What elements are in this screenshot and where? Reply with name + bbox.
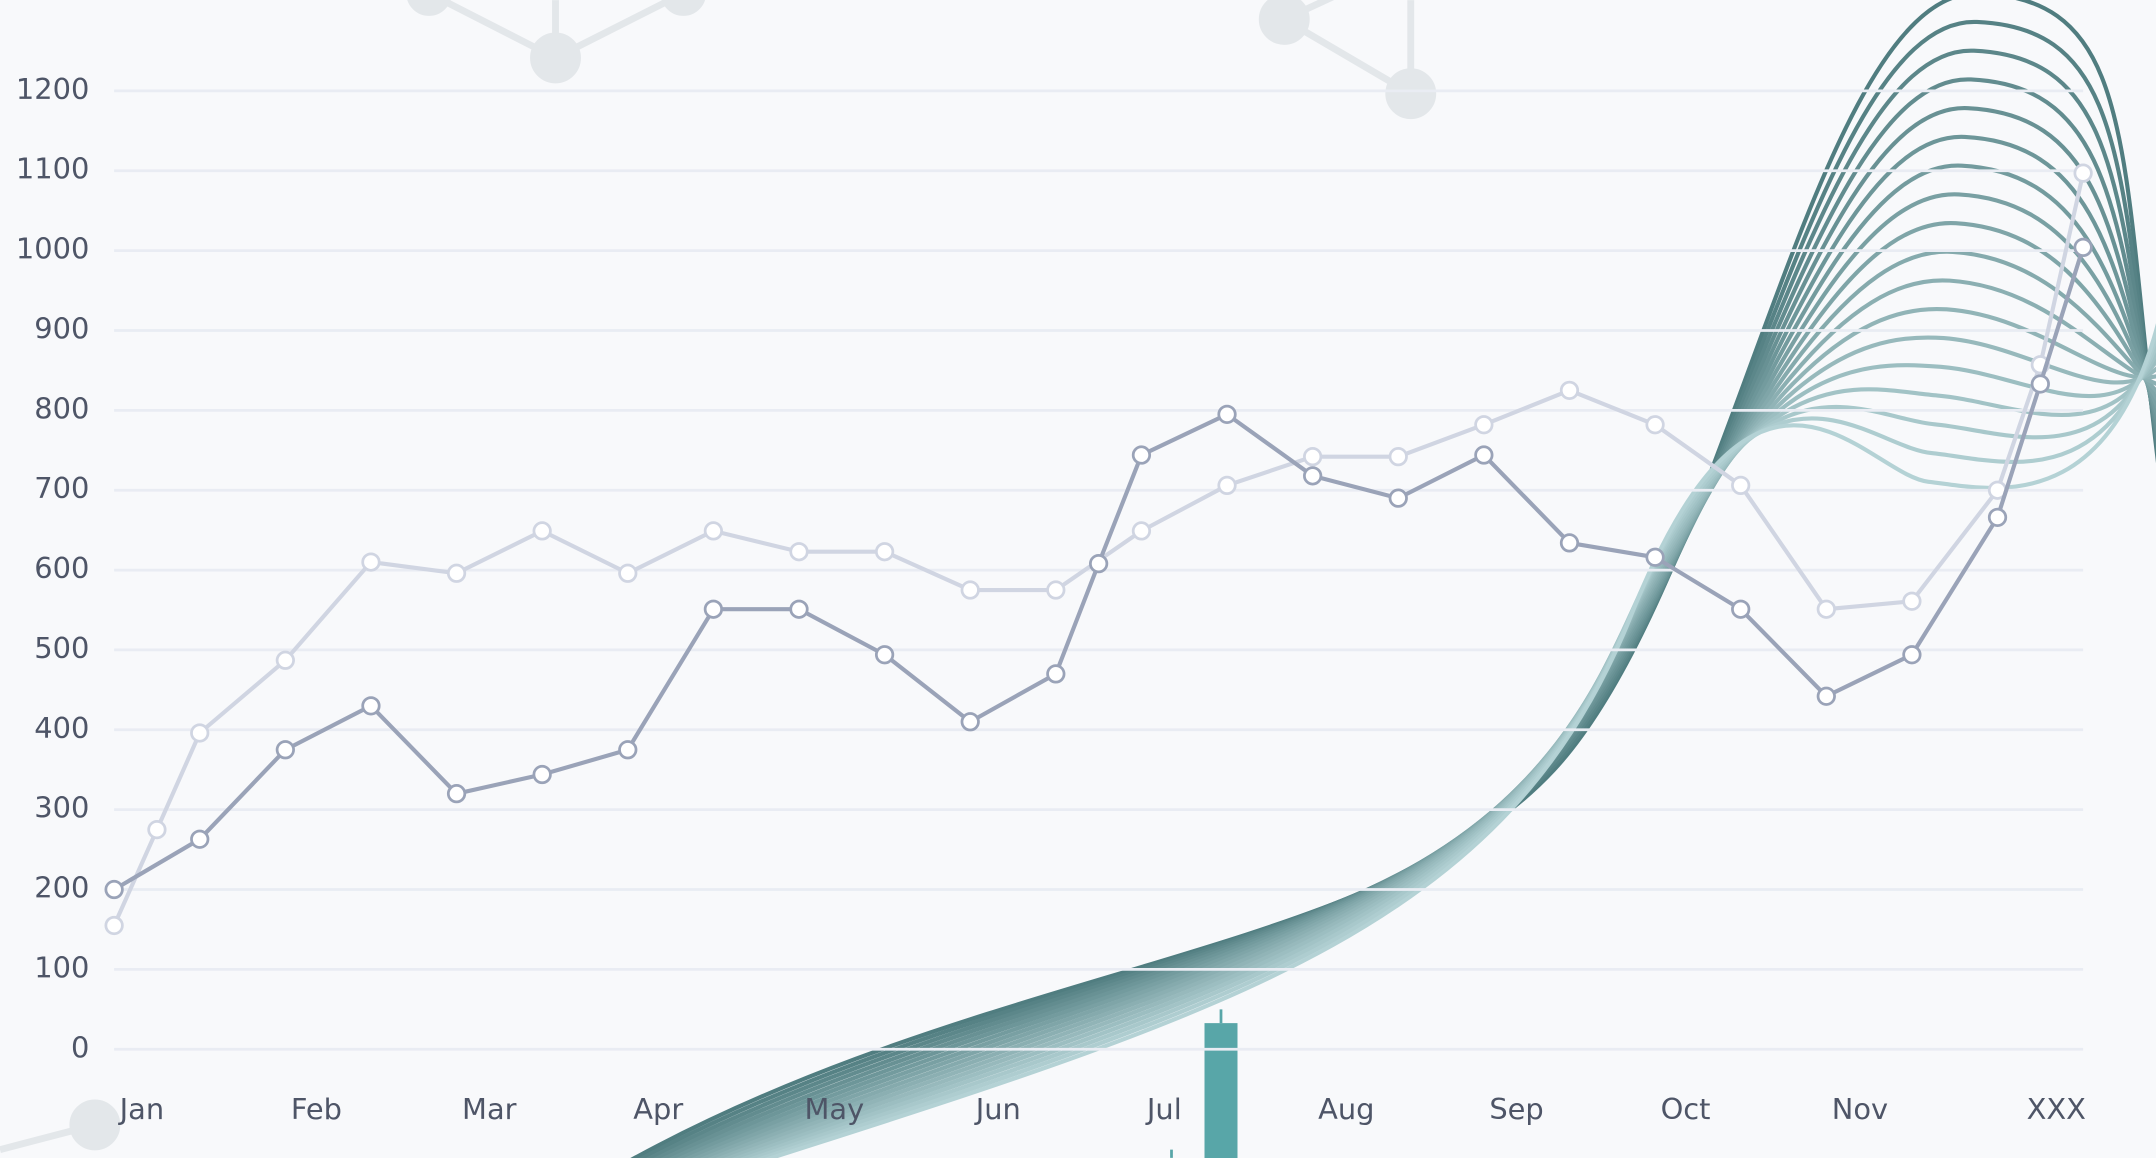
wave-line	[723, 335, 2156, 1158]
point	[1474, 415, 1494, 435]
point	[104, 879, 124, 900]
y-tick-label: 1200	[16, 72, 89, 106]
point	[1303, 466, 1323, 486]
y-tick-label: 300	[34, 791, 89, 825]
point	[190, 829, 210, 849]
point	[275, 650, 295, 670]
wave-line	[755, 332, 2156, 1158]
point	[1731, 599, 1751, 619]
x-tick-label: Jul	[1145, 1092, 1182, 1126]
point	[789, 599, 809, 619]
point	[789, 542, 809, 562]
point	[104, 915, 124, 936]
y-tick-label: 1100	[16, 152, 89, 186]
x-tick-label: Oct	[1661, 1092, 1711, 1126]
point	[960, 580, 980, 600]
line	[113, 246, 2086, 892]
point	[275, 740, 295, 760]
x-tick-label: Apr	[633, 1092, 683, 1126]
point	[618, 563, 638, 583]
network-decoration	[0, 0, 1437, 1153]
point	[1217, 404, 1237, 424]
point	[1559, 380, 1580, 400]
wave-line	[630, 0, 2156, 1158]
point	[1987, 507, 2008, 527]
point	[618, 740, 638, 760]
point	[2073, 237, 2093, 258]
y-tick-label: 100	[34, 950, 89, 984]
wave-line	[676, 163, 2156, 1158]
candle-decoration	[1170, 1009, 1238, 1158]
x-tick-label: Sep	[1489, 1092, 1543, 1126]
point	[1046, 580, 1066, 600]
point	[147, 819, 167, 840]
point	[874, 542, 895, 562]
point	[1902, 591, 1922, 611]
x-tick-label: May	[804, 1092, 864, 1126]
wave-line	[699, 249, 2156, 1158]
wave-line	[715, 306, 2156, 1158]
point	[532, 521, 552, 541]
point	[361, 696, 381, 716]
x-tick-label: Nov	[1832, 1092, 1888, 1126]
point	[1816, 686, 1836, 706]
point	[1089, 554, 1109, 574]
y-tick-label: 500	[34, 631, 89, 665]
x-tick-label: Jun	[974, 1092, 1021, 1126]
x-tick-label: XXX	[2027, 1092, 2086, 1126]
wave-line	[707, 278, 2156, 1158]
y-tick-label: 400	[34, 711, 89, 745]
wave-line	[747, 340, 2156, 1158]
point	[1131, 445, 1152, 465]
point	[446, 784, 467, 804]
y-tick-label: 600	[34, 551, 89, 585]
point	[2073, 163, 2093, 183]
wave-line	[653, 77, 2156, 1158]
wave-line	[731, 358, 2156, 1158]
point	[1902, 645, 1922, 665]
wave-line	[739, 349, 2156, 1158]
point	[1645, 547, 1665, 567]
y-tick-label: 700	[34, 471, 89, 505]
x-tick-label: Mar	[462, 1092, 517, 1126]
y-tick-label: 0	[71, 1030, 89, 1064]
x-tick-label: Jan	[118, 1092, 165, 1126]
point	[1816, 599, 1836, 619]
point	[2030, 374, 2050, 394]
point	[532, 764, 552, 785]
wave-decoration	[630, 0, 2156, 1158]
line	[112, 172, 2086, 927]
point	[1645, 415, 1665, 435]
y-tick-label: 900	[34, 311, 89, 345]
point	[1046, 664, 1066, 684]
point	[1731, 475, 1751, 496]
point	[1474, 445, 1494, 465]
point	[1388, 447, 1408, 467]
x-tick-label: Feb	[291, 1092, 342, 1126]
point	[190, 723, 210, 743]
point	[703, 521, 724, 541]
point	[446, 563, 467, 583]
point	[361, 552, 381, 572]
point	[1303, 447, 1323, 467]
wave-line	[691, 221, 2156, 1158]
x-tick-label: Aug	[1318, 1092, 1374, 1126]
point	[1388, 488, 1408, 508]
wave-line	[668, 134, 2156, 1158]
y-tick-label: 1000	[16, 232, 89, 266]
y-tick-label: 800	[34, 391, 89, 425]
point	[703, 599, 724, 619]
point	[960, 712, 980, 732]
point	[1559, 533, 1580, 553]
wave-line	[645, 48, 2156, 1158]
y-tick-label: 200	[34, 871, 89, 905]
point	[1131, 521, 1152, 541]
point	[1217, 475, 1237, 496]
wave-line	[764, 323, 2156, 1158]
point	[874, 645, 895, 665]
